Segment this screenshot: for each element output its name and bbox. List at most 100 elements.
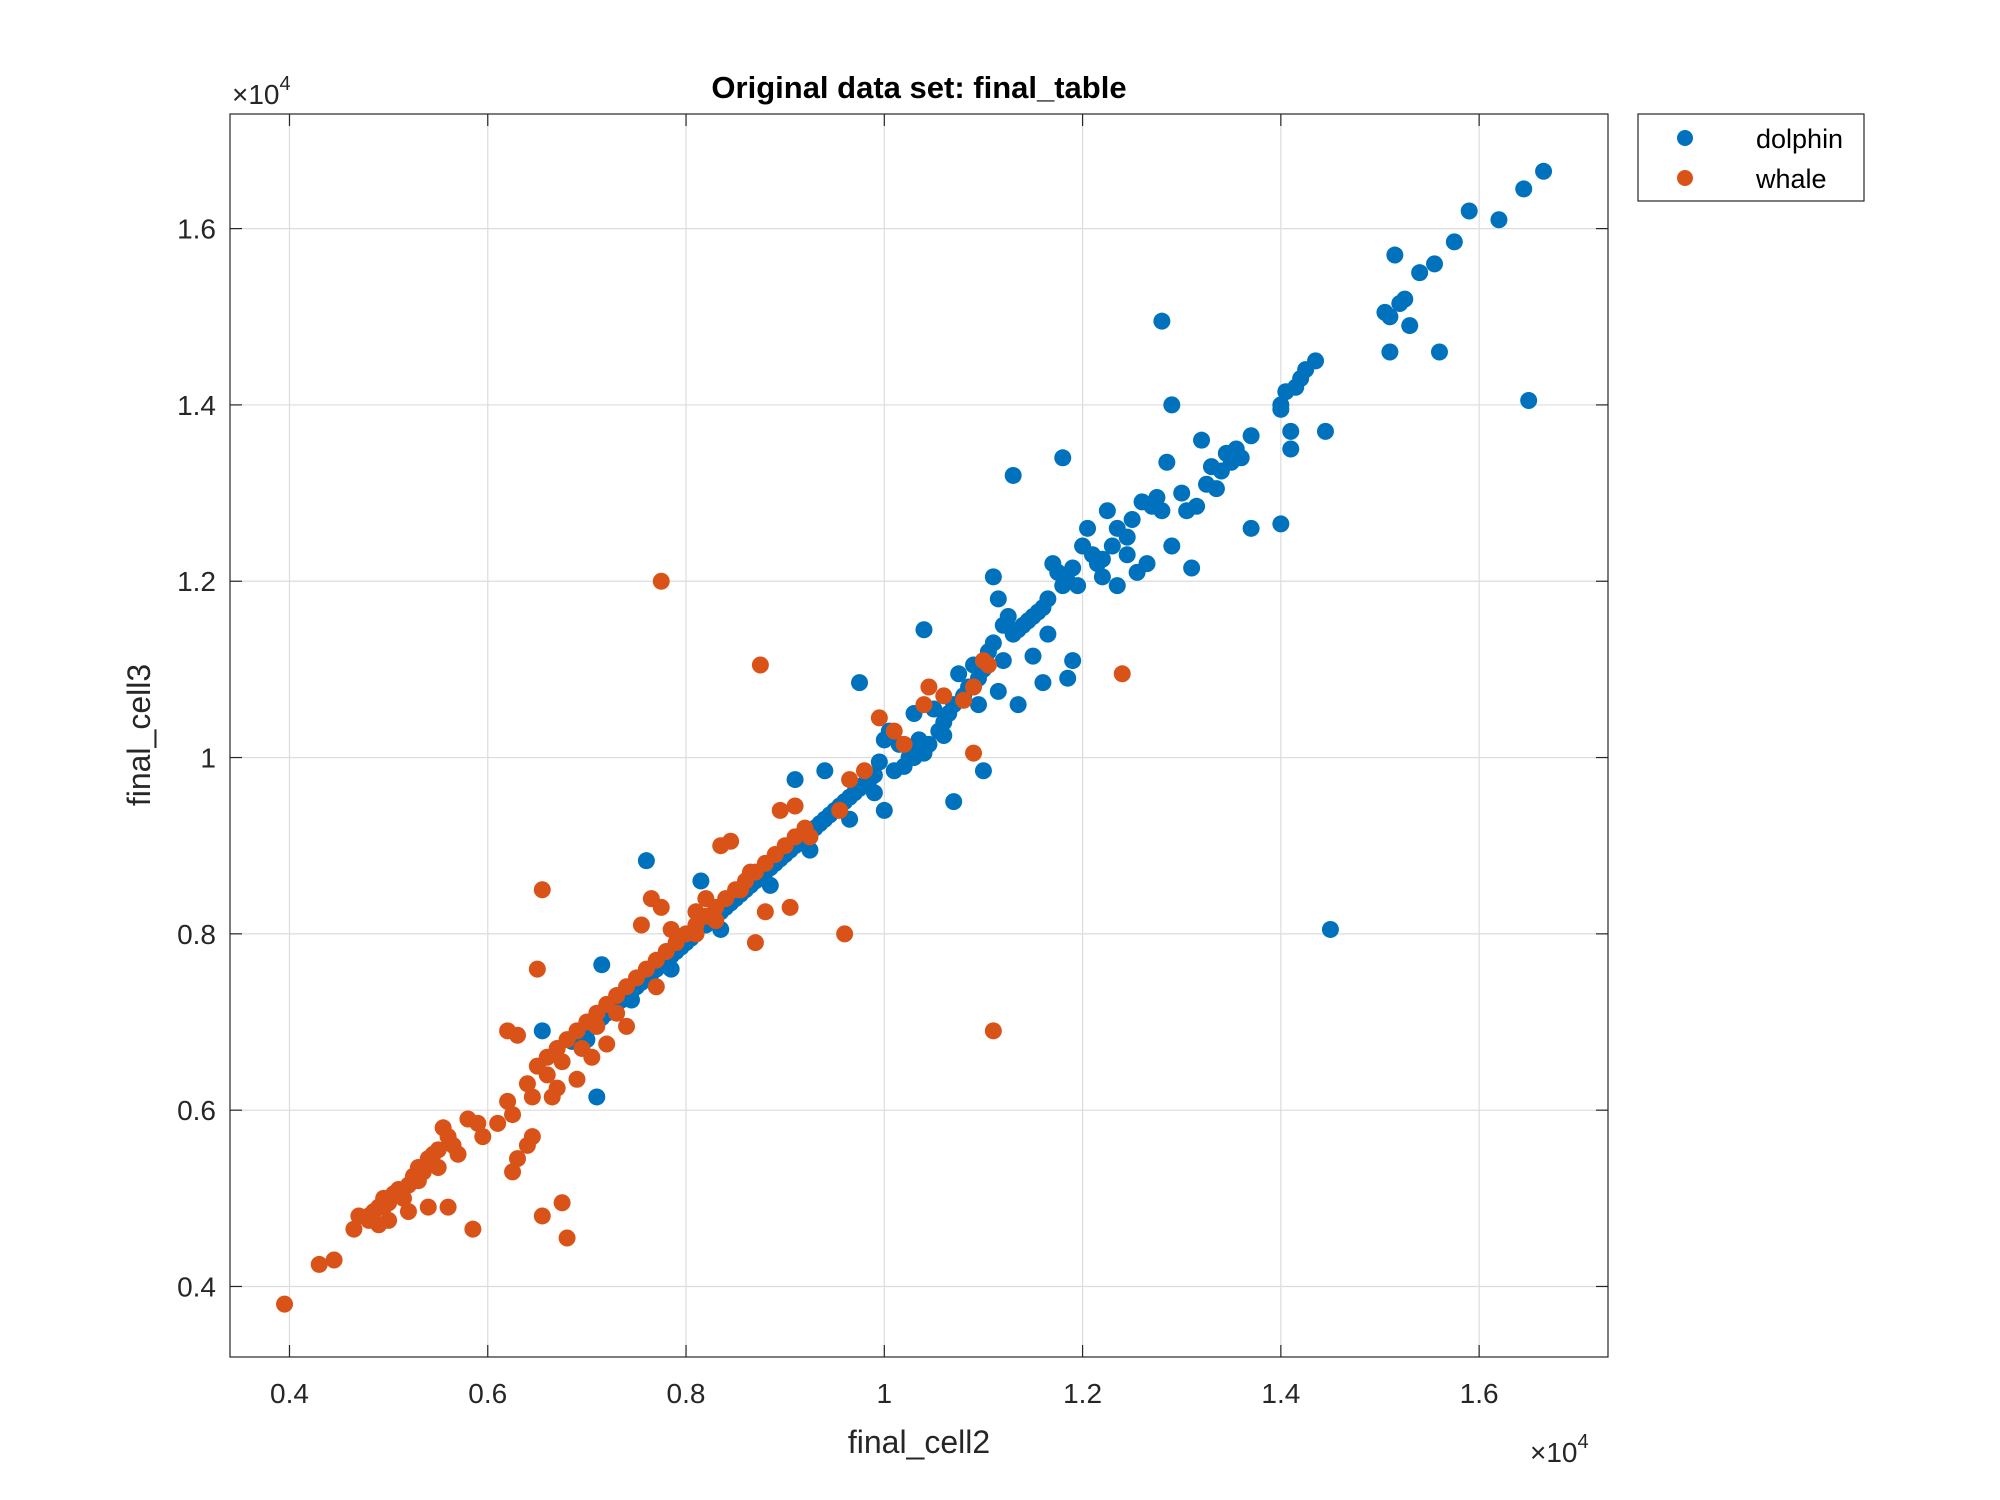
dolphin-point bbox=[1242, 519, 1260, 537]
dolphin-point bbox=[1034, 674, 1052, 692]
y-tick-label: 1.2 bbox=[177, 566, 216, 597]
whale-point bbox=[618, 1017, 636, 1035]
x-tick-label: 0.4 bbox=[270, 1378, 309, 1409]
dolphin-point bbox=[1401, 317, 1419, 335]
dolphin-point bbox=[623, 991, 641, 1009]
dolphin-point bbox=[1118, 546, 1136, 564]
dolphin-point bbox=[1277, 383, 1295, 401]
x-tick-label: 0.6 bbox=[468, 1378, 507, 1409]
whale-point bbox=[608, 1004, 626, 1022]
whale-point bbox=[786, 797, 804, 815]
dolphin-point bbox=[1163, 537, 1181, 555]
whale-point bbox=[965, 744, 983, 762]
dolphin-point bbox=[1059, 669, 1077, 687]
dolphin-point bbox=[1381, 308, 1399, 326]
dolphin-point bbox=[945, 793, 963, 811]
whale-point bbox=[598, 1035, 616, 1053]
whale-point bbox=[707, 912, 725, 930]
y-tick-label: 1 bbox=[200, 743, 216, 774]
dolphin-point bbox=[1460, 202, 1478, 220]
dolphin-point bbox=[662, 960, 680, 978]
whale-point bbox=[662, 920, 680, 938]
whale-point bbox=[751, 656, 769, 674]
x-axis-label: final_cell2 bbox=[848, 1424, 990, 1460]
dolphin-point bbox=[1133, 493, 1151, 511]
whale-point bbox=[979, 656, 997, 674]
dolphin-point bbox=[1411, 264, 1429, 282]
whale-point bbox=[756, 903, 774, 921]
dolphin-point bbox=[816, 762, 834, 780]
dolphin-point bbox=[1098, 502, 1116, 520]
whale-point bbox=[533, 881, 551, 899]
dolphin-point bbox=[1272, 515, 1290, 533]
whale-point bbox=[429, 1158, 447, 1176]
whale-point bbox=[464, 1220, 482, 1238]
dolphin-point bbox=[1282, 422, 1300, 440]
dolphin-point bbox=[1054, 577, 1072, 595]
dolphin-point bbox=[1242, 427, 1260, 445]
whale-point bbox=[499, 1092, 517, 1110]
whale-point bbox=[518, 1075, 536, 1093]
dolphin-point bbox=[1103, 537, 1121, 555]
legend-marker-whale bbox=[1677, 170, 1693, 186]
dolphin-point bbox=[1490, 211, 1508, 229]
dolphin-point bbox=[1381, 343, 1399, 361]
whale-point bbox=[345, 1220, 363, 1238]
whale-point bbox=[409, 1172, 427, 1190]
dolphin-point bbox=[1074, 537, 1092, 555]
dolphin-point bbox=[1064, 652, 1082, 670]
whale-point bbox=[895, 735, 913, 753]
dolphin-point bbox=[1004, 466, 1022, 484]
grid-lines bbox=[230, 114, 1608, 1357]
whale-point bbox=[955, 691, 973, 709]
whale-point bbox=[870, 709, 888, 727]
plot-area bbox=[229, 113, 1609, 1358]
whale-point bbox=[523, 1128, 541, 1146]
dolphin-point bbox=[761, 876, 779, 894]
dolphin-point bbox=[588, 1088, 606, 1106]
y-exponent-power: 4 bbox=[280, 73, 291, 95]
y-exponent-label: ×104 bbox=[232, 73, 291, 110]
dolphin-point bbox=[1148, 488, 1166, 506]
whale-point bbox=[588, 1017, 606, 1035]
whale-point bbox=[533, 1207, 551, 1225]
dolphin-point bbox=[801, 841, 819, 859]
dolphin-point bbox=[1321, 920, 1339, 938]
dolphin-point bbox=[1207, 480, 1225, 498]
whale-point bbox=[469, 1114, 487, 1132]
whale-point bbox=[504, 1163, 522, 1181]
whale-point bbox=[915, 696, 933, 714]
dolphin-point bbox=[974, 762, 992, 780]
whale-point bbox=[325, 1251, 343, 1269]
dolphin-point bbox=[1173, 484, 1191, 502]
dolphin-point bbox=[950, 665, 968, 683]
whale-point bbox=[885, 722, 903, 740]
whale-point bbox=[697, 890, 715, 908]
whale-point bbox=[935, 687, 953, 705]
dolphin-point bbox=[637, 852, 655, 870]
y-tick-label: 0.6 bbox=[177, 1095, 216, 1126]
whale-point bbox=[647, 978, 665, 996]
whale-point bbox=[632, 916, 650, 934]
dolphin-point bbox=[1430, 343, 1448, 361]
dolphin-point bbox=[1054, 449, 1072, 467]
x-tick-label: 1.4 bbox=[1261, 1378, 1300, 1409]
dolphin-point bbox=[1396, 290, 1414, 308]
x-exponent-power: 4 bbox=[1578, 1431, 1589, 1453]
x-tick-label: 1.6 bbox=[1460, 1378, 1499, 1409]
whale-point bbox=[558, 1229, 576, 1247]
dolphin-point bbox=[1316, 422, 1334, 440]
whale-point bbox=[771, 801, 789, 819]
whale-point bbox=[836, 925, 854, 943]
whale-point bbox=[741, 863, 759, 881]
dolphin-point bbox=[1282, 440, 1300, 458]
y-axis-label: final_cell3 bbox=[121, 664, 157, 806]
x-tick-label: 1.2 bbox=[1063, 1378, 1102, 1409]
whale-point bbox=[360, 1207, 378, 1225]
dolphin-point bbox=[1153, 312, 1171, 330]
whale-point bbox=[573, 1039, 591, 1057]
whale-point bbox=[489, 1114, 507, 1132]
dolphin-point bbox=[1009, 696, 1027, 714]
